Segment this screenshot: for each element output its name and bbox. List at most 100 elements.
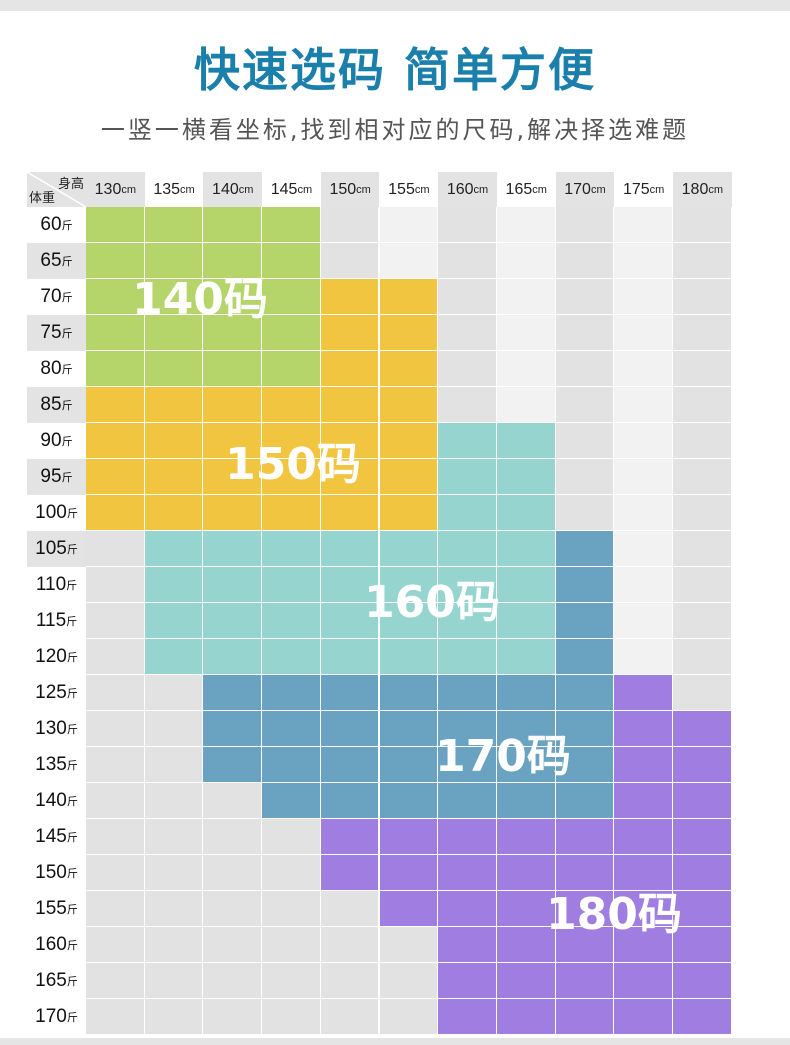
weight-value: 110	[35, 574, 67, 595]
weight-unit: 斤	[66, 832, 78, 844]
size-cell	[673, 783, 732, 819]
weight-axis-label: 体重	[29, 191, 56, 206]
size-cell	[379, 675, 439, 711]
empty-cell	[86, 963, 145, 999]
empty-cell	[673, 423, 732, 459]
empty-cell	[438, 207, 497, 243]
empty-cell	[86, 783, 145, 819]
empty-cell	[262, 999, 321, 1035]
size-cell	[320, 783, 380, 819]
empty-cell	[144, 891, 204, 927]
empty-cell	[673, 315, 732, 351]
size-cell	[262, 207, 321, 243]
size-cell	[262, 495, 321, 531]
size-cell	[673, 855, 732, 891]
size-cell	[86, 495, 145, 531]
size-cell	[379, 423, 439, 459]
empty-cell	[203, 927, 263, 963]
size-cell	[144, 531, 204, 567]
size-cell	[262, 351, 321, 387]
size-cell	[262, 603, 321, 639]
size-cell	[438, 423, 497, 459]
empty-cell	[320, 963, 380, 999]
height-unit: cm	[180, 183, 195, 196]
size-zone-label-140: 140码	[132, 274, 268, 325]
size-cell	[555, 819, 615, 855]
weight-value: 160	[35, 934, 67, 955]
size-cell	[203, 387, 263, 423]
height-unit: cm	[297, 183, 313, 196]
size-cell	[379, 639, 439, 675]
size-cell	[438, 495, 497, 531]
size-cell	[379, 459, 439, 495]
empty-cell	[496, 387, 556, 423]
height-value: 145	[270, 180, 298, 198]
empty-cell	[86, 891, 145, 927]
height-value: 180	[681, 180, 709, 198]
height-header-165: 165 cm	[497, 172, 556, 207]
weight-label-150: 150 斤	[27, 855, 86, 891]
empty-cell	[555, 207, 615, 243]
empty-cell	[614, 351, 673, 387]
size-cell	[203, 495, 263, 531]
size-cell	[262, 459, 321, 495]
size-cell	[438, 963, 497, 999]
size-cell	[379, 351, 439, 387]
weight-unit: 斤	[66, 724, 78, 736]
corner-header: 身高 体重	[27, 172, 86, 207]
size-cell	[320, 423, 380, 459]
height-value: 150	[329, 180, 357, 198]
empty-cell	[673, 531, 732, 567]
size-cell	[262, 567, 321, 603]
size-cell	[86, 351, 145, 387]
weight-label-170: 170 斤	[27, 999, 86, 1035]
size-cell	[262, 531, 321, 567]
empty-cell	[496, 351, 556, 387]
size-cell	[86, 279, 145, 315]
size-cell	[203, 711, 263, 747]
empty-cell	[673, 567, 732, 603]
weight-label-125: 125 斤	[27, 675, 86, 711]
weight-label-135: 135 斤	[27, 747, 86, 783]
size-cell	[379, 747, 439, 783]
empty-cell	[144, 783, 204, 819]
size-cell	[555, 567, 615, 603]
weight-unit: 斤	[61, 364, 73, 376]
size-cell	[203, 207, 263, 243]
size-cell	[86, 243, 145, 279]
size-cell	[496, 747, 556, 783]
height-header-150: 150 cm	[320, 172, 380, 207]
empty-cell	[203, 783, 263, 819]
size-cell	[555, 639, 615, 675]
size-cell	[86, 423, 145, 459]
height-unit: cm	[121, 183, 137, 196]
size-cell	[438, 783, 497, 819]
size-cell	[379, 495, 439, 531]
size-cell	[262, 387, 321, 423]
size-cell	[86, 315, 145, 351]
weight-value: 95	[40, 466, 62, 487]
size-cell	[614, 819, 673, 855]
weight-value: 115	[35, 610, 67, 631]
size-cell	[673, 711, 732, 747]
empty-cell	[86, 675, 145, 711]
empty-cell	[673, 207, 732, 243]
size-cell	[496, 639, 556, 675]
size-cell	[673, 999, 732, 1035]
weight-value: 140	[35, 790, 67, 811]
size-cell	[320, 531, 380, 567]
diagonal-divider-icon	[27, 172, 86, 207]
weight-label-140: 140 斤	[27, 783, 86, 819]
empty-cell	[86, 639, 145, 675]
size-cell	[379, 531, 439, 567]
empty-cell	[262, 927, 321, 963]
size-cell	[379, 279, 439, 315]
size-cell	[203, 243, 263, 279]
weight-label-90: 90 斤	[27, 423, 86, 459]
size-cell	[320, 603, 380, 639]
size-cell	[379, 711, 439, 747]
height-value: 130	[94, 180, 122, 198]
height-value: 175	[622, 180, 650, 198]
size-cell	[614, 711, 673, 747]
size-cell	[262, 315, 321, 351]
